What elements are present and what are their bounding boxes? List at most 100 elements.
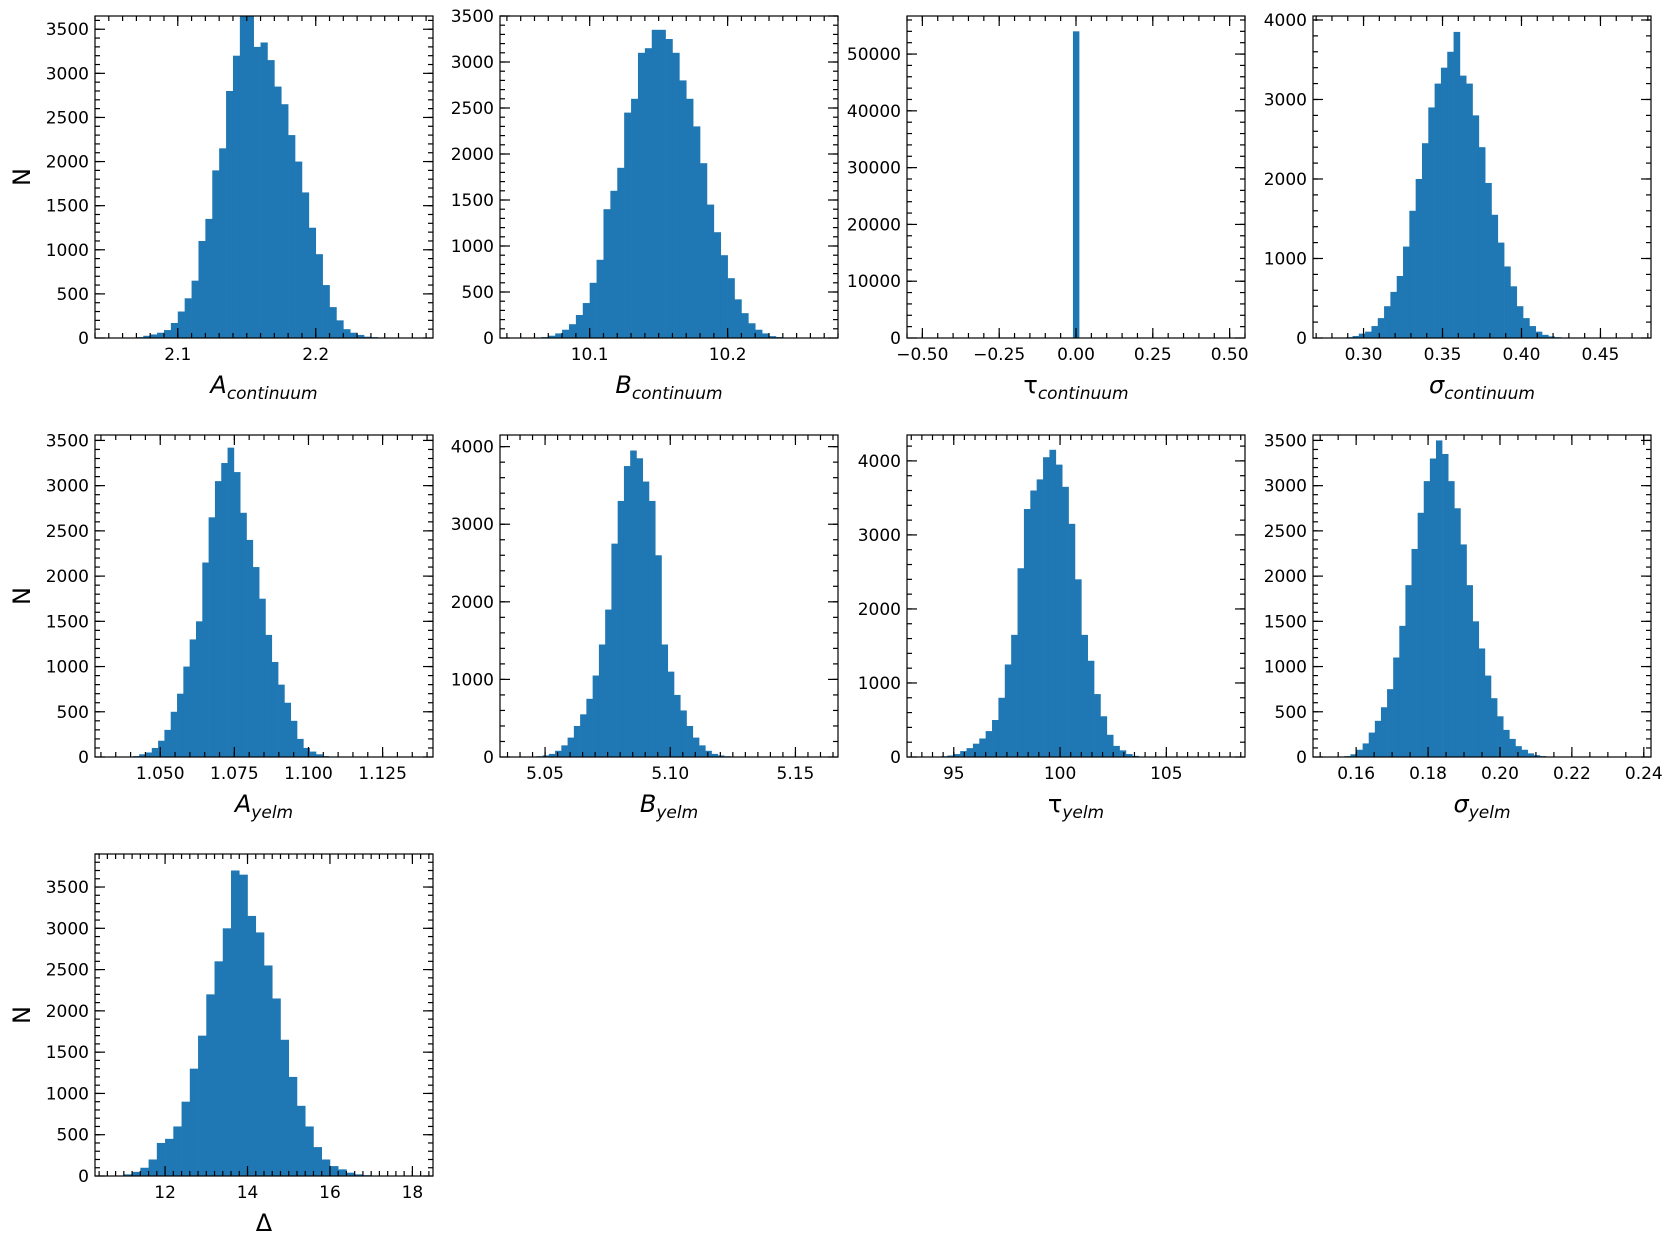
histogram-bar [713,232,722,338]
y-tick-label: 0 [890,329,901,349]
histogram-bar [1527,753,1535,757]
histogram-bar [542,755,550,757]
histogram-bar [692,737,700,757]
x-tick-label: 18 [402,1183,424,1203]
axes-frame [499,15,839,339]
histogram-bar [680,710,687,757]
histogram-bar [1380,707,1388,757]
y-tick-label: 1000 [451,670,494,690]
histogram-bar [202,562,209,757]
histogram-bar [329,1166,339,1176]
histogram-bar [706,204,715,338]
histogram-bar [1049,449,1057,757]
histogram-bar [338,1169,347,1176]
histogram-bar [208,517,216,757]
histogram-bar [1466,83,1473,338]
y-tick-label: 1500 [46,612,89,632]
histogram-bar [644,48,653,338]
y-tick-label: 4000 [1264,11,1307,31]
x-axis-label: Ayelm [233,790,293,823]
x-tick-label: 0.24 [1625,764,1663,784]
histogram-bar [239,16,248,338]
x-tick-label: 0.00 [1057,345,1095,365]
histogram-bar [281,104,289,338]
y-tick-label: 1000 [858,674,901,694]
histogram-bar [661,644,669,757]
histogram-bar [679,80,687,339]
histogram-bar [189,639,197,757]
histogram-bar [592,675,600,757]
histogram-bar [1100,716,1108,757]
histogram-bar [322,285,330,338]
histogram-bar [631,98,639,338]
x-tick-label: 0.45 [1582,345,1620,365]
histogram-bar [350,332,358,338]
y-tick-label: 2000 [1264,567,1307,587]
histogram-bar [164,729,172,757]
histogram-bar [259,598,266,757]
x-tick-label: 5.15 [777,764,815,784]
histogram-bar [1371,326,1379,338]
histogram-bar [265,634,273,757]
y-tick-label: 2500 [46,522,89,542]
histogram-bar [1472,115,1480,338]
histogram-bar [288,1076,298,1176]
histogram-bar [603,209,611,338]
y-tick-label: 20000 [847,215,901,235]
histogram-bar [157,332,165,338]
histogram-bar [1106,734,1114,757]
y-tick-label: 2500 [1264,522,1307,542]
x-tick-label: 0.22 [1553,764,1591,784]
y-tick-label: 0 [78,748,89,768]
histogram-bar [1442,453,1449,757]
subplot-sigma_yelm: 0.16 0.18 0.20 0.22 0.24 0 500 1000 1500 2000 2500… [1264,431,1663,823]
histogram-bar [555,750,562,757]
histogram-bar [972,743,980,757]
y-tick-label: 30000 [847,159,901,179]
y-tick-label: 0 [483,748,494,768]
x-axis-label: Δ [256,1209,273,1237]
histogram-bar [717,755,725,757]
y-tick-label: 2500 [46,961,89,981]
histogram-bar [674,694,681,757]
histogram-bar [693,126,701,339]
histogram-bar [329,307,337,338]
histogram-bar [651,29,659,339]
y-tick-label: 2000 [46,1002,89,1022]
histogram-bar [555,333,563,338]
histogram-bar [1011,634,1018,757]
histogram-bar [1417,512,1425,757]
histogram-bar [1548,336,1555,338]
y-tick-label: 3000 [451,515,494,535]
histogram-bar [1068,523,1076,757]
histogram-bar [272,998,281,1176]
histogram-bar [700,163,708,338]
y-tick-label: 40000 [847,102,901,122]
subplot-tau_continuum: −0.50 −0.25 0.00 0.25 0.50 0 10000 20000 30000 40… [847,15,1249,404]
histogram-bar [1503,729,1510,757]
x-axis-label: τcontinuum [1023,371,1128,404]
histogram-bar [1440,67,1448,339]
histogram-bar [177,693,184,757]
histogram-bar [1533,755,1541,757]
axes-frame [499,434,839,758]
histogram-bar [170,711,178,757]
y-axis-label: N [8,587,36,605]
histogram-bar [1435,440,1443,757]
histogram-bar [1125,754,1133,757]
histogram-bar [636,458,644,757]
histogram-bar [247,915,257,1176]
x-tick-label: 0.16 [1337,764,1375,784]
y-tick-label: 3000 [46,477,89,497]
y-tick-label: 3500 [451,7,494,27]
histogram-bar [611,543,618,757]
histogram-bar [1459,75,1467,338]
histogram-bar [1509,738,1516,757]
x-tick-label: 5.05 [526,764,564,784]
histogram-bar [1472,621,1480,757]
histogram-bar [1428,107,1435,339]
histogram-bar [734,299,742,338]
histogram-bar [1429,458,1437,757]
y-tick-label: 1500 [46,1043,89,1063]
y-tick-label: 500 [57,1126,89,1146]
